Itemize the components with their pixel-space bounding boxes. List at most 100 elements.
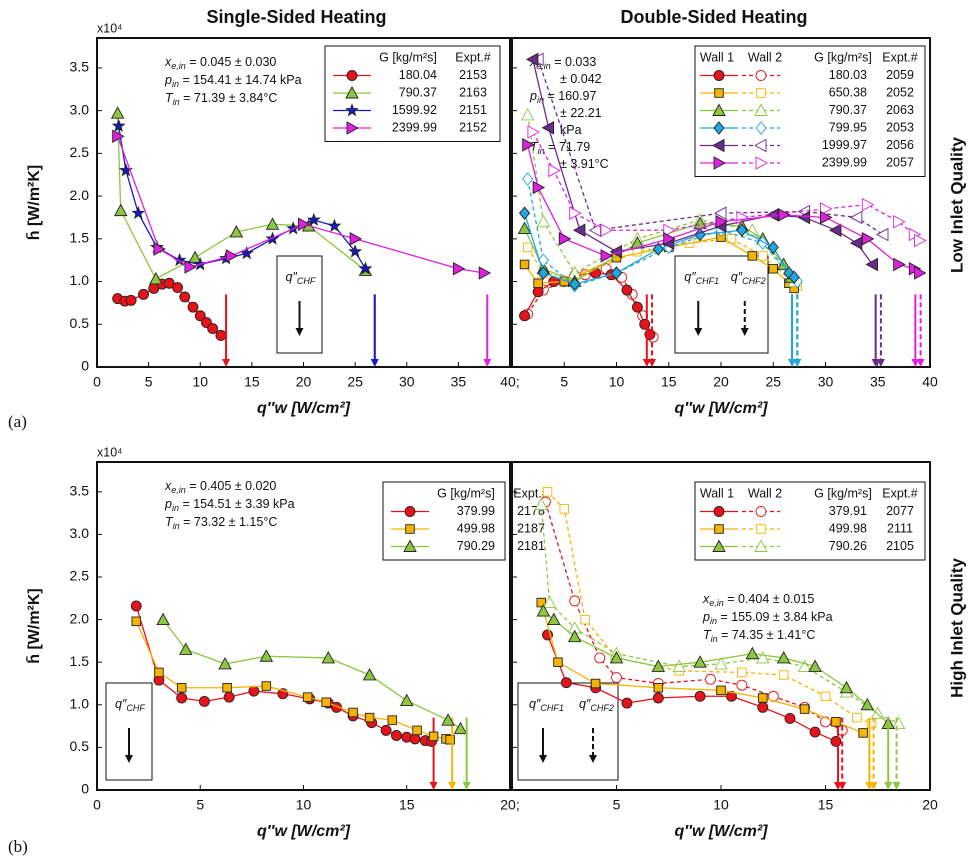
marker	[404, 506, 416, 517]
chf-arrow	[876, 294, 885, 367]
x-tick-label: 5	[560, 374, 568, 390]
chf-arrow	[222, 294, 231, 367]
legend-expt: 2163	[459, 85, 487, 99]
y-multiplier: x10⁴	[97, 21, 123, 35]
marker	[302, 692, 313, 702]
condition-line: kPa	[560, 123, 582, 137]
subscript: CHF	[297, 276, 316, 286]
chf-arrow	[869, 717, 878, 790]
marker	[799, 704, 810, 714]
x-tick-label: 5	[145, 374, 153, 390]
legend-expt: 2056	[886, 138, 914, 152]
y-tick-label: 3.5	[70, 59, 90, 75]
marker	[478, 266, 492, 280]
arrow-head	[648, 359, 657, 367]
marker	[852, 712, 862, 723]
marker	[876, 227, 889, 242]
x-tick-label: 40;	[500, 374, 519, 390]
x-tick-label: 40	[922, 374, 938, 390]
marker	[712, 138, 725, 153]
condition-line: pin = 155.09 ± 3.84 kPa	[702, 610, 833, 626]
legend-header: Wall 1	[700, 486, 734, 500]
y-tick-label: 3.0	[70, 525, 90, 541]
marker	[776, 651, 791, 664]
row-label: High Inlet Quality	[947, 558, 966, 698]
legend-expt: 2059	[886, 68, 914, 82]
chf-arrow	[539, 728, 547, 763]
marker	[218, 656, 232, 670]
chf-arrow	[838, 717, 847, 790]
marker	[346, 70, 358, 81]
marker	[215, 329, 227, 341]
marker	[179, 642, 193, 655]
legend-header: G [kg/m²s]	[379, 50, 437, 64]
marker	[914, 266, 927, 280]
y-tick-label: 1.0	[70, 272, 90, 288]
marker	[758, 693, 768, 703]
marker	[736, 679, 748, 691]
marker	[286, 221, 301, 235]
marker	[348, 707, 358, 718]
legend-label: 790.29	[457, 539, 495, 553]
marker	[519, 310, 530, 322]
marker	[610, 266, 623, 280]
condition-text: = 73.32 ± 1.15°C	[180, 515, 278, 529]
marker	[349, 232, 363, 246]
marker	[428, 731, 439, 742]
subscript: CHF2	[590, 703, 614, 713]
subscript: CHF	[126, 703, 145, 713]
subscript: in	[173, 97, 180, 107]
legend-label: 790.37	[829, 103, 867, 117]
arrow-head	[869, 782, 878, 790]
arrow-head	[892, 782, 901, 790]
subscript: in	[710, 616, 717, 626]
arrow-head	[295, 328, 304, 336]
marker	[345, 86, 359, 99]
legend-expt: 2105	[886, 539, 914, 553]
arrow-head	[539, 755, 547, 763]
marker	[131, 205, 146, 220]
condition-text: = 0.404 ± 0.015	[724, 592, 815, 606]
x-axis-label: q″w [W/cm²]	[257, 400, 351, 417]
legend-label: 799.95	[829, 120, 867, 134]
x-tick-label: 20	[922, 797, 938, 813]
legend-header: Wall 1	[700, 50, 734, 64]
marker	[893, 257, 906, 272]
x-tick-label: 10	[192, 374, 208, 390]
marker	[652, 242, 664, 256]
panel-label: (a)	[8, 412, 27, 431]
condition-text: = 154.51 ± 3.39 kPa	[179, 497, 295, 511]
condition-line: ± 3.91°C	[560, 157, 609, 171]
legend-label: 2399.99	[392, 120, 437, 134]
marker	[532, 286, 544, 298]
marker	[861, 197, 875, 212]
marker	[522, 172, 534, 186]
marker	[737, 667, 747, 678]
legend-label: 379.99	[457, 504, 495, 518]
chf-arrow	[370, 294, 379, 367]
condition-line: Tin = 71.39 ± 3.84°C	[165, 91, 277, 107]
marker	[712, 539, 726, 552]
arrow-head	[740, 328, 749, 336]
marker	[797, 210, 811, 225]
legend-label: 650.38	[829, 85, 867, 99]
marker	[534, 497, 549, 511]
y-tick-label: 2.5	[70, 144, 90, 160]
subscript: e,in	[536, 61, 551, 71]
condition-line: Tin = 73.32 ± 1.15°C	[165, 515, 277, 531]
marker	[362, 668, 377, 681]
chart-title: Single-Sided Heating	[206, 7, 386, 27]
condition-text: = 154.41 ± 14.74 kPa	[179, 73, 302, 87]
x-tick-label: 10	[609, 374, 625, 390]
arrow-head	[222, 359, 231, 367]
condition-text: ± 22.21	[560, 106, 602, 120]
marker	[866, 718, 877, 729]
marker	[265, 217, 280, 230]
legend-expt: 2152	[459, 120, 487, 134]
legend-label: 499.98	[829, 521, 867, 535]
legend-header: G [kg/m²s]	[814, 486, 872, 500]
chf-arrow	[694, 301, 703, 336]
marker	[808, 659, 822, 672]
marker	[187, 301, 199, 313]
marker	[113, 203, 128, 217]
